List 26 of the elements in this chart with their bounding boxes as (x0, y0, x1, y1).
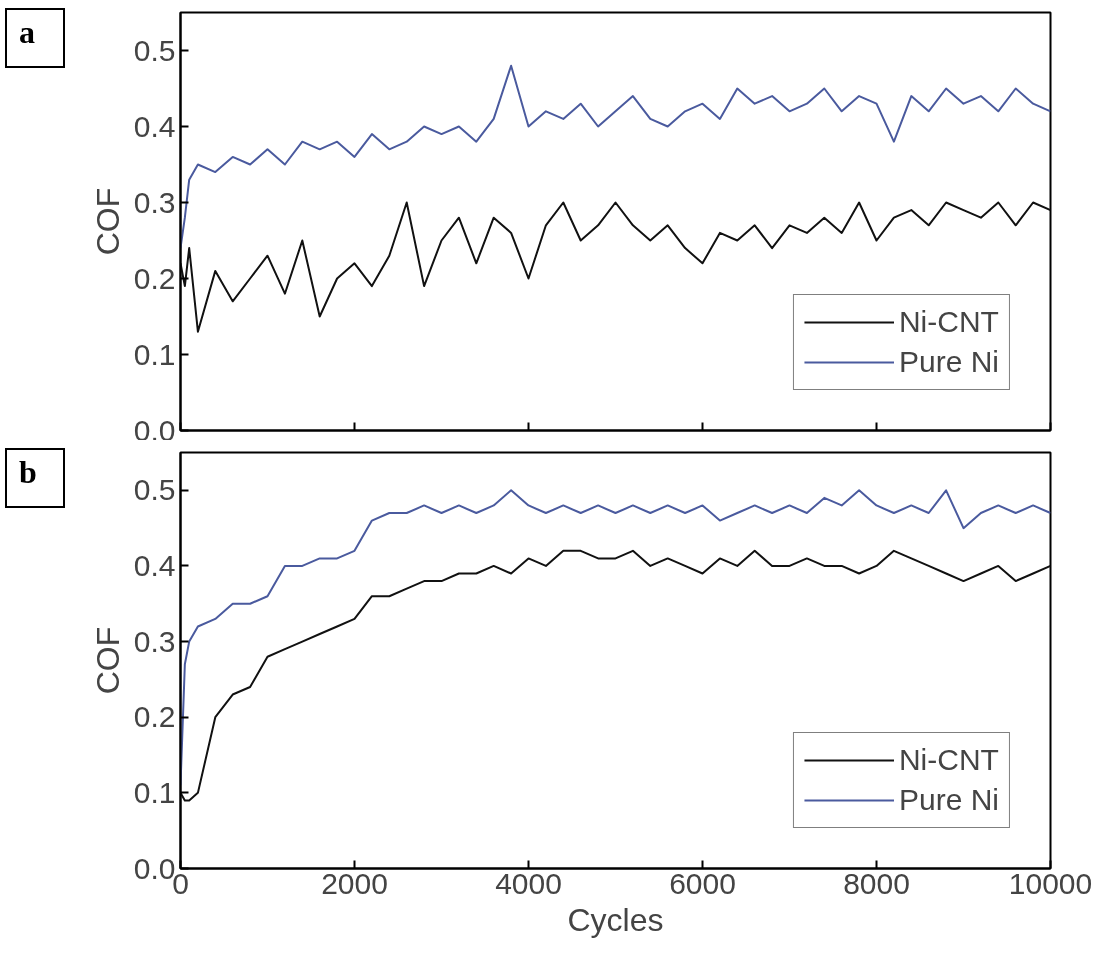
legend-label: Ni-CNT (898, 305, 999, 339)
legend-label: Ni-CNT (898, 743, 999, 777)
text: b (19, 453, 37, 492)
y-tick-label: 0.1 (133, 337, 176, 371)
y-tick-label: 0.4 (133, 548, 176, 582)
x-axis-title: Cycles (567, 901, 664, 938)
y-tick-label: 0.2 (133, 700, 176, 734)
x-tick-label: 2000 (321, 866, 388, 900)
y-tick-label: 0.0 (133, 413, 176, 447)
line-series (180, 201, 1051, 333)
y-tick-label: 0.5 (133, 33, 176, 67)
y-axis-title: COF (89, 626, 126, 695)
y-tick-label: 0.3 (133, 185, 176, 219)
legend-label: Pure Ni (898, 783, 999, 817)
x-tick-label: 6000 (669, 866, 736, 900)
y-tick-label: 0.5 (133, 473, 176, 507)
y-axis-title: COF (89, 187, 126, 256)
x-tick-label: 10000 (1008, 866, 1093, 900)
y-tick-label: 0.1 (133, 775, 176, 809)
x-tick-label: 4000 (495, 866, 562, 900)
y-tick-label: 0.4 (133, 109, 176, 143)
y-tick-label: 0.3 (133, 624, 176, 658)
y-tick-label: 0.2 (133, 261, 176, 295)
legend-label: Pure Ni (898, 345, 999, 379)
x-tick-label: 8000 (843, 866, 910, 900)
text: a (19, 13, 35, 52)
